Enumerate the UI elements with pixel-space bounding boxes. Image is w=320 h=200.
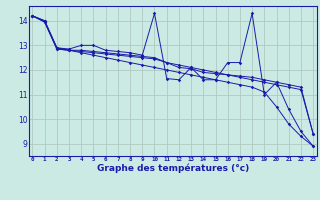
X-axis label: Graphe des températures (°c): Graphe des températures (°c) [97,164,249,173]
